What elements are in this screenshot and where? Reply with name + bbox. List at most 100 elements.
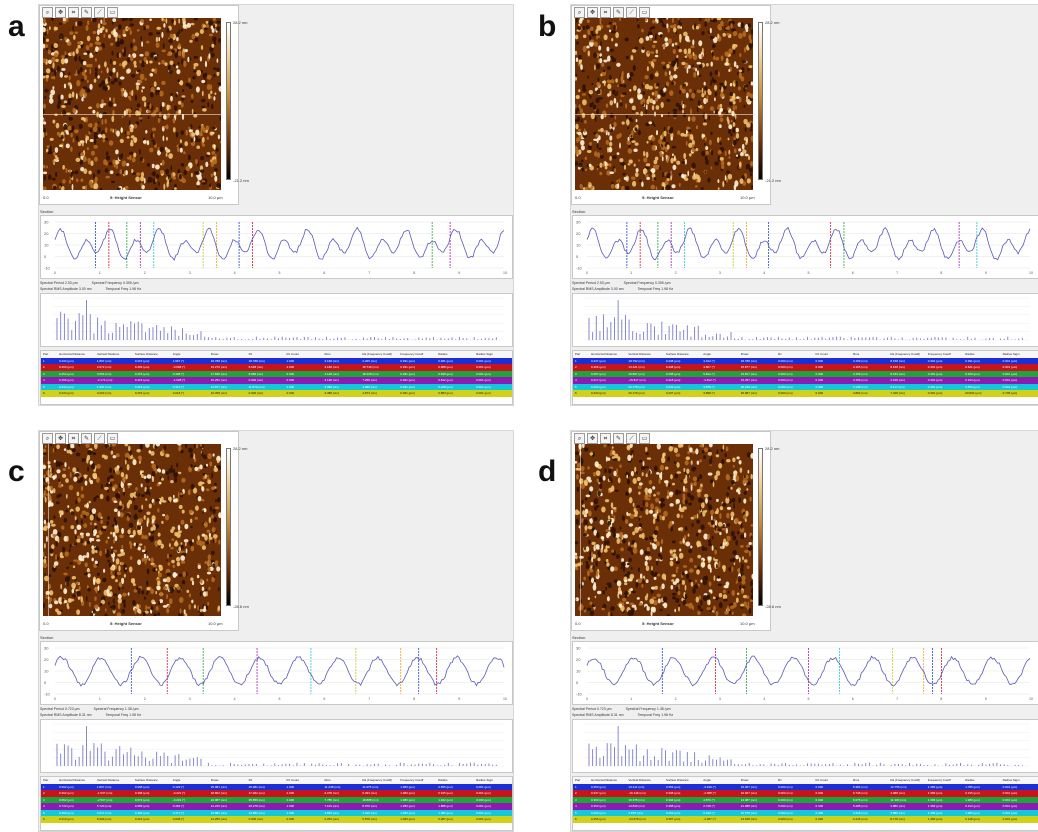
table-header-cell[interactable]: Surface Distance: [134, 352, 158, 357]
crop-icon[interactable]: ⌗: [68, 433, 79, 444]
table-row[interactable]: 2 0.392 (µm) -1.537 (nm) 0.398 (µm) -0.222 (…: [41, 790, 512, 797]
section-profile-plot[interactable]: 30 20 10 0 -10 0 1 2 3 4 5 6 7 8 9 10: [572, 641, 1038, 705]
measurement-table[interactable]: Pair Horizontal Distance Vertical Distance…: [572, 776, 1038, 831]
table-row[interactable]: 4 0.217 (µm) -15.817 (nm) 0.218 (µm) -3.812 …: [573, 377, 1038, 384]
afm-height-image[interactable]: [575, 18, 753, 190]
table-header-cell[interactable]: Pair: [575, 778, 581, 783]
ruler-icon[interactable]: ⟋: [626, 433, 637, 444]
afm-height-image[interactable]: [43, 18, 221, 190]
table-header-cell[interactable]: Frequency Cutoff: [400, 352, 424, 357]
table-header-cell[interactable]: Pair: [43, 778, 49, 783]
table-header-cell[interactable]: Radius: [965, 352, 975, 357]
zoom-icon[interactable]: ⌕: [42, 7, 53, 18]
power-spectrum-plot[interactable]: [40, 293, 513, 347]
table-header-cell[interactable]: Horizontal Distance: [59, 778, 86, 783]
table-header-cell[interactable]: Rz: [248, 778, 253, 783]
export-icon[interactable]: ▭: [639, 7, 650, 18]
table-header-cell[interactable]: Vertical Distance: [96, 778, 120, 783]
crop-icon[interactable]: ⌗: [600, 433, 611, 444]
select-icon[interactable]: ✥: [55, 433, 66, 444]
table-header-cell[interactable]: Horizontal Distance: [591, 352, 618, 357]
table-header-cell[interactable]: Radius: [438, 352, 448, 357]
table-header-cell[interactable]: Radius Sigm: [476, 778, 494, 783]
table-header-cell[interactable]: Rms: [852, 352, 860, 357]
ruler-icon[interactable]: ⟋: [626, 7, 637, 18]
table-header-cell[interactable]: Angle: [703, 352, 711, 357]
table-header-cell[interactable]: Horizontal Distance: [591, 778, 618, 783]
measurement-table[interactable]: Pair Horizontal Distance Vertical Distance…: [572, 350, 1038, 405]
pencil-icon[interactable]: ✎: [81, 7, 92, 18]
select-icon[interactable]: ✥: [587, 433, 598, 444]
table-row[interactable]: 2 0.296 (µm) 13.421 (nm) 0.298 (µm) 4.867 (°…: [573, 364, 1038, 371]
table-header-cell[interactable]: Rz Count: [286, 352, 300, 357]
table-header-cell[interactable]: Rz Count: [286, 778, 300, 783]
table-header-cell[interactable]: Pair: [575, 352, 581, 357]
table-header-cell[interactable]: Rz: [248, 352, 253, 357]
table-row[interactable]: 5 0.242 (µm) 1.397 (nm) 0.215 (µm) 0.313 (°)…: [41, 383, 512, 390]
table-header-cell[interactable]: Frequency Cutoff: [927, 778, 951, 783]
table-header-cell[interactable]: Ra (Frequency Cutoff): [362, 778, 392, 783]
table-header-cell[interactable]: Rz Count: [815, 778, 829, 783]
table-header-cell[interactable]: Rmax: [740, 778, 749, 783]
table-row[interactable]: 1 0.353 (µm) 13.411 (nm) 0.353 (µm) -3.246 (…: [573, 783, 1038, 790]
table-row[interactable]: 6 0.233 (µm) 26.176 (nm) 0.237 (µm) 3.898 (°…: [573, 390, 1038, 397]
table-header-cell[interactable]: Rmax: [210, 778, 219, 783]
zoom-icon[interactable]: ⌕: [574, 7, 585, 18]
power-spectrum-plot[interactable]: [572, 719, 1038, 773]
section-profile-plot[interactable]: 30 20 10 0 -10 0 1 2 3 4 5 6 7 8 9 10: [572, 215, 1038, 279]
export-icon[interactable]: ▭: [107, 7, 118, 18]
pencil-icon[interactable]: ✎: [81, 433, 92, 444]
table-row[interactable]: 2 0.337 (µm) -16.148 (nm) 0.338 (µm) -4.388 …: [573, 790, 1038, 797]
table-row[interactable]: 5 0.492 (µm) 5.017 (nm) 0.492 (µm) 0.371 (°)…: [41, 809, 512, 816]
table-header-cell[interactable]: Angle: [703, 778, 711, 783]
table-row[interactable]: 3 0.393 (µm) 16.378 (nm) 0.394 (µm) 4.876 (°…: [573, 796, 1038, 803]
table-row[interactable]: 1 0.234 (µm) 1.897 (nm) 0.215 (µm) 1.967 (°)…: [41, 357, 512, 364]
table-header-cell[interactable]: Rmax: [740, 352, 749, 357]
crop-icon[interactable]: ⌗: [68, 7, 79, 18]
power-spectrum-plot[interactable]: [40, 719, 513, 773]
table-header-cell[interactable]: Rz: [778, 778, 782, 783]
table-row[interactable]: 4 0.740 (µm) 5.720 (nm) 0.683 (µm) 0.484 (°)…: [41, 803, 512, 810]
pencil-icon[interactable]: ✎: [613, 7, 624, 18]
table-header-cell[interactable]: Vertical Distance: [96, 352, 120, 357]
table-header-cell[interactable]: Radius: [438, 778, 448, 783]
table-row[interactable]: 2 0.293 (µm) 3.672 (nm) 0.293 (µm) -0.098 (°…: [41, 364, 512, 371]
table-header-cell[interactable]: Surface Distance: [665, 778, 689, 783]
table-row[interactable]: 3 0.662 (µm) -2.537 (nm) 0.672 (µm) -0.201 (…: [41, 796, 512, 803]
table-header-cell[interactable]: Ra (Frequency Cutoff): [890, 352, 920, 357]
table-header-cell[interactable]: Horizontal Distance: [59, 352, 86, 357]
table-header-cell[interactable]: Angle: [172, 352, 181, 357]
table-header-cell[interactable]: Vertical Distance: [628, 778, 651, 783]
table-row[interactable]: 3 0.257 (µm) 15.837 (nm) 0.258 (µm) 5.812 (°…: [573, 370, 1038, 377]
select-icon[interactable]: ✥: [55, 7, 66, 18]
table-row[interactable]: 1 0.237 (µm) 18.792 (nm) 0.238 (µm) 4.432 (°…: [573, 357, 1038, 364]
table-header-cell[interactable]: Rz: [778, 352, 782, 357]
table-row[interactable]: 4 0.353 (µm) 13.840 (nm) 0.358 (µm) 2.728 (°…: [573, 803, 1038, 810]
afm-height-image[interactable]: [575, 444, 753, 616]
table-header-cell[interactable]: Rms: [324, 778, 331, 783]
table-row[interactable]: 6 0.234 (µm) 0.263 (nm) 0.263 (µm) 0.018 (°)…: [41, 390, 512, 397]
power-spectrum-plot[interactable]: [572, 293, 1038, 347]
table-header-cell[interactable]: Frequency Cutoff: [400, 778, 424, 783]
table-row[interactable]: 5 0.263 (µm) 2.878 (nm) 0.263 (µm) 0.428 (°)…: [573, 809, 1038, 816]
zoom-icon[interactable]: ⌕: [574, 433, 585, 444]
table-header-cell[interactable]: Rz Count: [815, 352, 829, 357]
measurement-table[interactable]: Pair Horizontal Distance Vertical Distance…: [40, 350, 513, 405]
zoom-icon[interactable]: ⌕: [42, 433, 53, 444]
table-header-cell[interactable]: Rms: [324, 352, 331, 357]
section-profile-plot[interactable]: 30 20 10 0 -10 0 1 2 3 4 5 6 7 8 9 10: [40, 641, 513, 705]
afm-height-image[interactable]: [43, 444, 221, 616]
ruler-icon[interactable]: ⟋: [94, 7, 105, 18]
crop-icon[interactable]: ⌗: [600, 7, 611, 18]
table-header-cell[interactable]: Ra (Frequency Cutoff): [890, 778, 920, 783]
ruler-icon[interactable]: ⟋: [94, 433, 105, 444]
export-icon[interactable]: ▭: [107, 433, 118, 444]
table-row[interactable]: 3 0.252 (µm) 3.654 (nm) 0.215 (µm) 0.498 (°)…: [41, 370, 512, 377]
table-header-cell[interactable]: Radius Sigm: [1002, 352, 1020, 357]
table-header-cell[interactable]: Vertical Distance: [628, 352, 651, 357]
table-header-cell[interactable]: Radius: [965, 778, 975, 783]
section-profile-plot[interactable]: 30 20 10 0 -10 0 1 2 3 4 5 6 7 8 9 10: [40, 215, 513, 279]
table-header-cell[interactable]: Angle: [172, 778, 181, 783]
table-row[interactable]: 6 0.219 (µm) 8.399 (nm) 0.216 (µm) 0.848 (°)…: [41, 816, 512, 823]
table-row[interactable]: 6 0.356 (µm) -23.878 (nm) 0.357 (µm) -4.387 …: [573, 816, 1038, 823]
